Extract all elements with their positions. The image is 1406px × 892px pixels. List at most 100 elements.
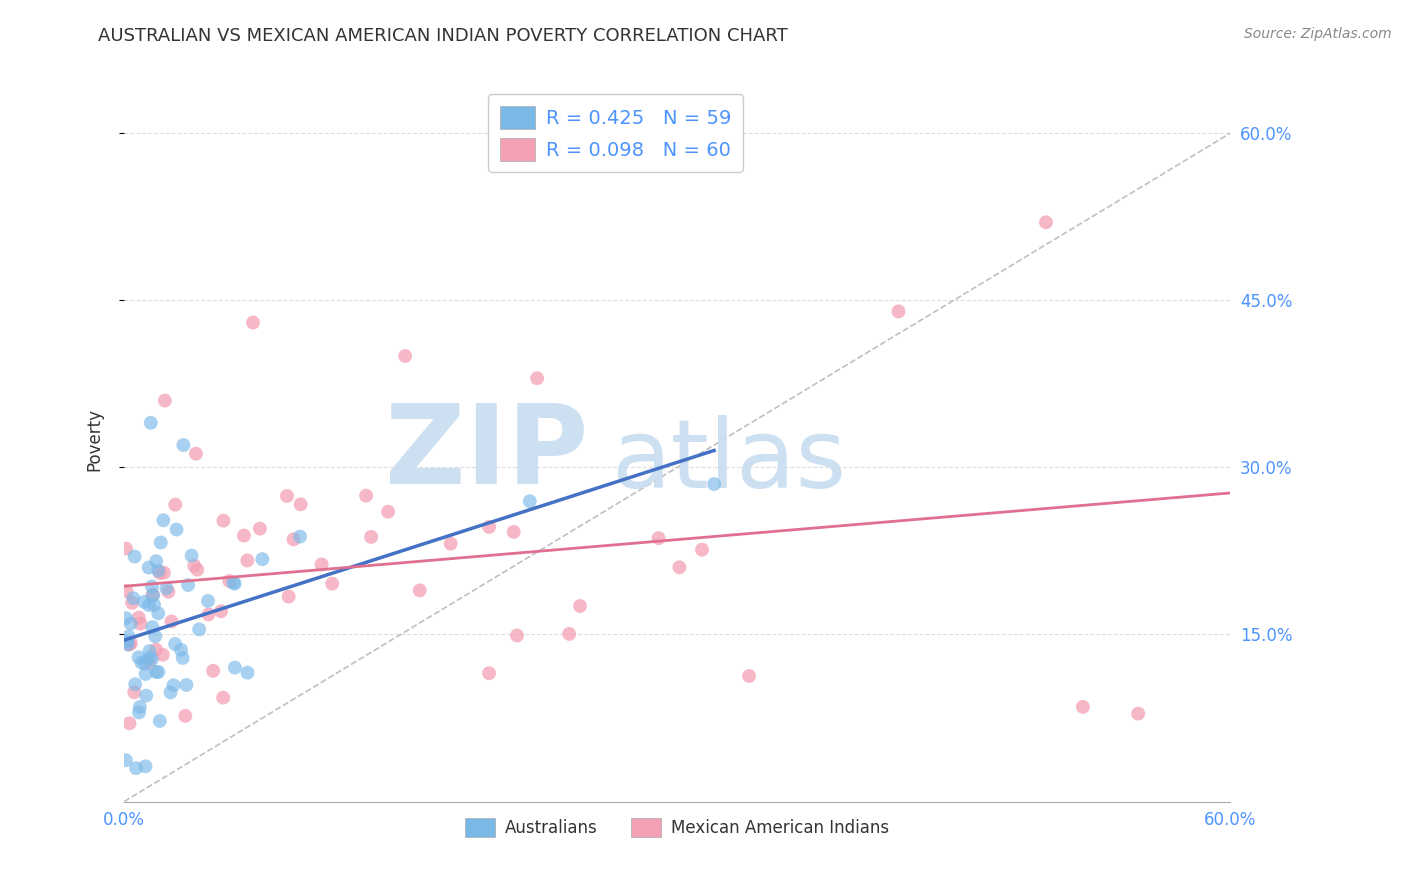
Point bbox=[197, 594, 219, 608]
Legend: Australians, Mexican American Indians: Australians, Mexican American Indians bbox=[458, 812, 896, 844]
Point bbox=[236, 553, 259, 567]
Point bbox=[478, 520, 501, 534]
Point bbox=[184, 447, 207, 461]
Point bbox=[139, 416, 162, 430]
Point bbox=[311, 558, 333, 572]
Point bbox=[1071, 699, 1094, 714]
Point bbox=[115, 541, 138, 556]
Point bbox=[145, 665, 167, 679]
Point bbox=[148, 607, 170, 621]
Point bbox=[118, 716, 141, 731]
Point bbox=[519, 494, 541, 508]
Point bbox=[1035, 215, 1057, 229]
Point bbox=[321, 576, 343, 591]
Point bbox=[183, 558, 205, 573]
Point bbox=[155, 582, 177, 596]
Point bbox=[149, 566, 172, 580]
Point bbox=[209, 604, 232, 618]
Point bbox=[212, 514, 235, 528]
Point bbox=[122, 685, 145, 699]
Point bbox=[138, 598, 160, 612]
Point bbox=[174, 709, 197, 723]
Point bbox=[197, 607, 219, 622]
Point bbox=[409, 583, 432, 598]
Point bbox=[887, 304, 910, 318]
Text: Source: ZipAtlas.com: Source: ZipAtlas.com bbox=[1244, 27, 1392, 41]
Point bbox=[145, 554, 167, 568]
Point bbox=[360, 530, 382, 544]
Point bbox=[224, 576, 246, 591]
Point bbox=[134, 657, 156, 671]
Point bbox=[218, 574, 240, 588]
Point bbox=[138, 644, 160, 658]
Point bbox=[558, 627, 581, 641]
Point bbox=[165, 498, 187, 512]
Point bbox=[115, 584, 138, 599]
Point bbox=[118, 638, 141, 652]
Point bbox=[186, 563, 208, 577]
Point bbox=[668, 560, 690, 574]
Point bbox=[252, 552, 274, 566]
Text: atlas: atlas bbox=[610, 415, 846, 508]
Point bbox=[135, 667, 157, 681]
Point bbox=[647, 531, 669, 545]
Point bbox=[236, 665, 259, 680]
Point bbox=[283, 533, 305, 547]
Point bbox=[160, 615, 183, 629]
Point bbox=[120, 636, 142, 650]
Point bbox=[502, 524, 524, 539]
Text: ZIP: ZIP bbox=[385, 401, 589, 508]
Point bbox=[277, 590, 299, 604]
Point bbox=[117, 630, 139, 644]
Point bbox=[120, 616, 142, 631]
Point bbox=[141, 620, 163, 634]
Point bbox=[159, 685, 181, 699]
Point bbox=[149, 535, 172, 549]
Point bbox=[526, 371, 548, 385]
Point bbox=[569, 599, 592, 613]
Point bbox=[157, 584, 180, 599]
Point bbox=[141, 652, 163, 666]
Point bbox=[232, 528, 254, 542]
Point bbox=[165, 637, 187, 651]
Point bbox=[128, 706, 150, 720]
Point bbox=[288, 530, 311, 544]
Point bbox=[162, 678, 184, 692]
Point bbox=[117, 634, 139, 648]
Point bbox=[202, 664, 225, 678]
Point bbox=[152, 513, 174, 527]
Point bbox=[188, 623, 211, 637]
Point bbox=[141, 579, 163, 593]
Y-axis label: Poverty: Poverty bbox=[86, 408, 103, 471]
Point bbox=[212, 690, 235, 705]
Point bbox=[172, 651, 194, 665]
Point bbox=[138, 656, 160, 670]
Point bbox=[142, 588, 165, 602]
Point bbox=[128, 650, 150, 665]
Point bbox=[152, 648, 174, 662]
Point bbox=[354, 489, 377, 503]
Point bbox=[153, 393, 176, 408]
Point bbox=[222, 575, 245, 590]
Point bbox=[138, 560, 160, 574]
Point bbox=[690, 542, 713, 557]
Point bbox=[148, 564, 170, 578]
Point bbox=[117, 637, 139, 651]
Point bbox=[1128, 706, 1150, 721]
Point bbox=[135, 689, 157, 703]
Point bbox=[124, 677, 146, 691]
Point bbox=[134, 595, 156, 609]
Point bbox=[176, 678, 198, 692]
Point bbox=[290, 497, 312, 511]
Point bbox=[131, 656, 153, 670]
Point bbox=[149, 714, 172, 728]
Point bbox=[128, 700, 150, 714]
Point bbox=[224, 660, 246, 674]
Point bbox=[143, 629, 166, 643]
Point bbox=[170, 643, 193, 657]
Point bbox=[506, 628, 529, 642]
Point bbox=[139, 650, 162, 665]
Point bbox=[148, 665, 170, 679]
Point bbox=[125, 761, 148, 775]
Point bbox=[738, 669, 761, 683]
